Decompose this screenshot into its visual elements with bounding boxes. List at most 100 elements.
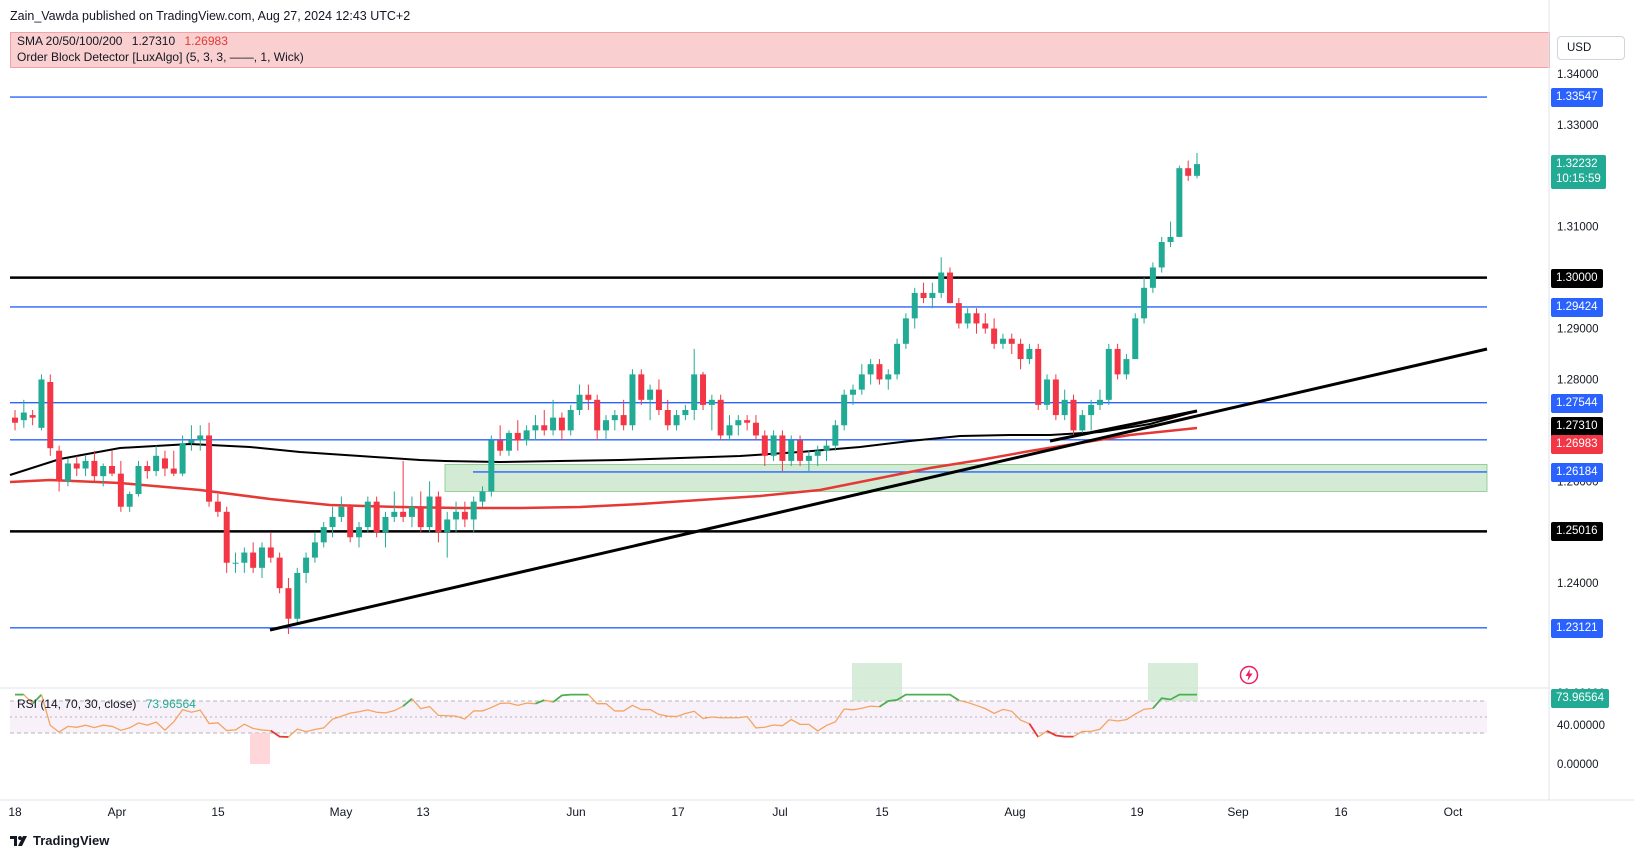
candle-body	[1052, 379, 1059, 416]
price-axis-label: 1.31000	[1557, 222, 1599, 234]
candle-body	[329, 516, 336, 528]
candle	[673, 410, 680, 431]
candle	[955, 298, 962, 329]
rsi-line-segment	[40, 694, 271, 733]
candle	[250, 542, 257, 573]
candle-body	[576, 394, 583, 410]
candle-body	[717, 399, 724, 436]
price-axis-label: 1.34000	[1557, 69, 1599, 81]
candle	[1132, 313, 1139, 360]
candle	[1088, 399, 1095, 431]
candle-body	[938, 272, 945, 293]
candle-body	[523, 430, 530, 441]
date-axis-label: Aug	[1004, 805, 1026, 819]
candle-body	[382, 516, 389, 533]
price-tag-1.27310: 1.27310	[1551, 417, 1603, 436]
tradingview-brand[interactable]: TradingView	[10, 833, 109, 848]
candle-body	[885, 374, 892, 380]
candle-body	[73, 463, 80, 469]
candle	[135, 460, 142, 497]
candle	[206, 422, 213, 507]
candle	[82, 455, 89, 477]
candle	[894, 338, 901, 380]
candle-body	[161, 458, 168, 469]
candle	[100, 463, 107, 487]
candle-body	[550, 417, 557, 431]
candle	[223, 506, 230, 573]
candle-body	[558, 417, 565, 431]
candle-body	[620, 415, 627, 426]
date-axis-label: Sep	[1227, 805, 1249, 819]
chart-header: Zain_Vawda published on TradingView.com,…	[0, 0, 1634, 32]
candle-body	[241, 552, 248, 563]
rsi-legend[interactable]: RSI (14, 70, 30, close) 73.96564	[17, 697, 196, 711]
candle	[417, 491, 424, 533]
candle	[664, 399, 671, 431]
candle	[1070, 394, 1077, 436]
candle	[400, 460, 407, 522]
order-block-legend-row[interactable]: Order Block Detector [LuxAlgo] (5, 3, 3,…	[17, 50, 304, 64]
candle	[708, 394, 715, 431]
rsi-line-segment	[1046, 730, 1074, 738]
candle	[197, 425, 204, 451]
candle-body	[179, 443, 186, 474]
candle	[1105, 343, 1112, 405]
candle	[911, 287, 918, 329]
level-tag-1.25016: 1.25016	[1551, 522, 1603, 542]
candle	[1035, 343, 1042, 410]
candle	[435, 491, 442, 543]
candle	[611, 410, 618, 431]
candle-body	[20, 412, 27, 421]
candle-body	[56, 450, 63, 482]
candle-body	[373, 501, 380, 533]
sma-legend-row[interactable]: SMA 20/50/100/200 1.27310 1.26983	[17, 34, 228, 48]
rsi-legend-label: RSI (14, 70, 30, close)	[17, 697, 137, 711]
candle	[179, 435, 186, 477]
candle-body	[1167, 236, 1174, 242]
rsi-line-segment	[1152, 693, 1197, 709]
candle-body	[320, 527, 327, 543]
live-lightning-icon[interactable]	[1239, 665, 1259, 685]
candle	[38, 374, 45, 431]
candle	[153, 445, 160, 477]
rsi-line-segment	[23, 694, 34, 705]
candle-body	[470, 501, 477, 520]
indicator-legend-panel[interactable]	[10, 32, 1550, 68]
candle-body	[955, 303, 962, 324]
candle-body	[514, 432, 521, 441]
candle	[391, 491, 398, 522]
candle-body	[849, 389, 856, 395]
candle-body	[1132, 318, 1139, 360]
candle	[682, 404, 689, 421]
rsi-line-segment	[535, 699, 545, 705]
candle-body	[214, 501, 221, 512]
candle	[444, 511, 451, 558]
candle-body	[585, 394, 592, 400]
candle-body	[276, 557, 283, 589]
candle-body	[770, 435, 777, 456]
candle	[214, 494, 221, 517]
currency-button[interactable]: USD	[1557, 36, 1625, 60]
candle-body	[779, 435, 786, 461]
candle	[594, 394, 601, 441]
candle	[832, 420, 839, 451]
candle	[338, 496, 345, 522]
candle	[267, 532, 274, 563]
candle-body	[417, 506, 424, 528]
candle-body	[294, 572, 301, 619]
candle	[461, 501, 468, 528]
candle	[991, 318, 998, 349]
candle-body	[823, 445, 830, 451]
date-axis-label: 17	[671, 805, 685, 819]
candle-body	[858, 374, 865, 390]
candle-body	[250, 552, 257, 568]
candle	[585, 384, 592, 410]
candle-body	[673, 415, 680, 426]
candle	[303, 552, 310, 584]
candle	[964, 308, 971, 329]
candle-body	[303, 557, 310, 573]
candle	[161, 450, 168, 477]
candle	[73, 455, 80, 477]
candle-body	[488, 440, 495, 492]
